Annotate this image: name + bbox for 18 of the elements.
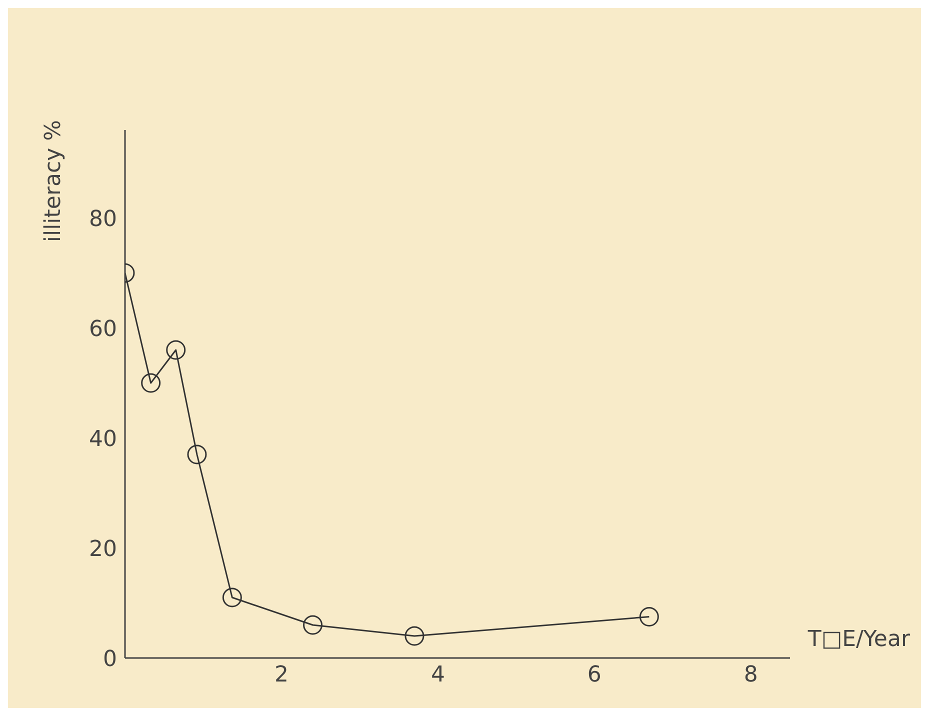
y-tick-label: 20 xyxy=(89,536,117,562)
x-tick-label: 2 xyxy=(274,662,288,688)
x-tick-label: 6 xyxy=(587,662,602,688)
point xyxy=(222,588,242,608)
point xyxy=(166,340,186,360)
point xyxy=(404,626,424,646)
x-tick-label: 8 xyxy=(744,662,758,688)
point xyxy=(303,615,323,635)
point xyxy=(141,373,161,393)
y-axis-title: illiteracy % xyxy=(41,120,66,242)
x-axis-title: T□E/Year xyxy=(806,627,911,652)
point xyxy=(187,444,207,464)
x-tick-label: 4 xyxy=(430,662,445,688)
y-tick-label: 60 xyxy=(89,316,117,342)
y-tick-label: 40 xyxy=(89,426,117,452)
y-tick-label: 80 xyxy=(89,206,117,232)
point xyxy=(639,607,659,626)
y-tick-label: 0 xyxy=(103,646,117,672)
